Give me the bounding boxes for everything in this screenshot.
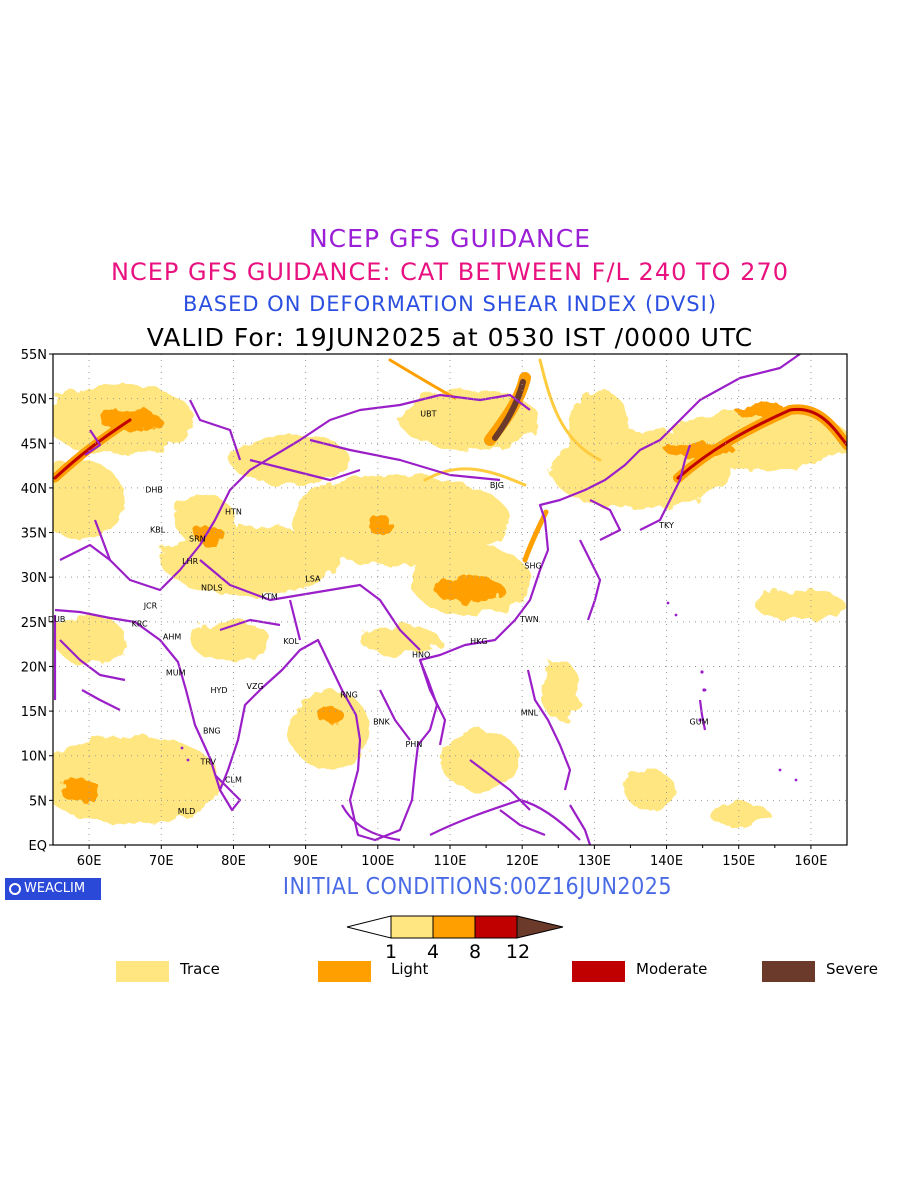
lat-label: 55N xyxy=(21,348,47,363)
lat-label: EQ xyxy=(29,839,47,854)
latitude-labels: 55N 50N 45N 40N 35N 30N 25N 20N 15N 10N 5N EQ xyxy=(21,348,47,854)
city-bnk: BNK xyxy=(373,717,390,726)
colorbar-tick-12: 12 xyxy=(506,941,530,963)
city-dhb: DHB xyxy=(145,485,163,494)
initial-conditions: INITIAL CONDITIONS:00Z16JUN2025 xyxy=(282,874,673,900)
city-tky: TKY xyxy=(658,521,674,530)
city-mnl: MNL xyxy=(521,709,539,718)
lat-label: 30N xyxy=(21,571,47,586)
city-phn: PHN xyxy=(405,740,422,749)
lon-label: 130E xyxy=(578,854,611,869)
lat-label: 45N xyxy=(21,437,47,452)
colorbar-trace-segment xyxy=(390,915,434,939)
axis-ticks xyxy=(49,353,812,849)
lon-label: 140E xyxy=(650,854,683,869)
city-ndls: NDLS xyxy=(201,584,223,593)
city-trv: TRV xyxy=(199,758,216,767)
legend-label-light: Light xyxy=(391,960,429,978)
colorbar-moderate-segment xyxy=(474,915,518,939)
city-kol: KOL xyxy=(283,637,299,646)
city-rng: RNG xyxy=(340,691,358,700)
trace-areas xyxy=(53,385,847,827)
colorbar-low-arrow xyxy=(346,915,392,939)
city-htn: HTN xyxy=(225,508,242,517)
city-krc: KRC xyxy=(132,619,148,628)
lat-label: 25N xyxy=(21,616,47,631)
title-line-3: BASED ON DEFORMATION SHEAR INDEX (DVSI) xyxy=(182,292,718,316)
city-mld: MLD xyxy=(178,807,196,816)
lon-label: 60E xyxy=(77,854,102,869)
city-ubt: UBT xyxy=(420,409,436,418)
legend-label-moderate: Moderate xyxy=(636,960,708,978)
valid-time-title: VALID For: 19JUN2025 at 0530 IST /0000 U… xyxy=(146,323,754,352)
city-bjg: BJG xyxy=(490,481,504,490)
lon-label: 150E xyxy=(722,854,755,869)
legend-label-trace: Trace xyxy=(180,960,220,978)
lat-label: 35N xyxy=(21,527,47,542)
city-hkg: HKG xyxy=(470,637,487,646)
coastlines-and-borders xyxy=(53,354,801,845)
weaclim-label: WEACLIM xyxy=(24,881,86,896)
city-lsa: LSA xyxy=(305,575,321,584)
city-ktm: KTM xyxy=(261,593,278,602)
lon-label: 70E xyxy=(149,854,174,869)
city-vzg: VZG xyxy=(247,682,264,691)
lat-label: 15N xyxy=(21,705,47,720)
lon-label: 120E xyxy=(506,854,539,869)
city-mum: MUM xyxy=(166,668,186,677)
small-islands xyxy=(180,601,798,782)
city-jcr: JCR xyxy=(143,601,158,610)
lon-label: 90E xyxy=(293,854,318,869)
lon-label: 100E xyxy=(361,854,394,869)
lat-label: 20N xyxy=(21,660,47,675)
lat-label: 5N xyxy=(29,794,47,809)
graticule xyxy=(53,354,847,845)
city-lhr: LHR xyxy=(182,557,198,566)
city-clm: CLM xyxy=(225,776,242,785)
legend-swatch-light xyxy=(318,961,371,982)
city-dub: DUB xyxy=(48,615,66,624)
lon-label: 160E xyxy=(794,854,827,869)
city-kbl: KBL xyxy=(150,526,166,535)
title-line-2: NCEP GFS GUIDANCE: CAT BETWEEN F/L 240 T… xyxy=(111,258,789,286)
colorbar-tick-4: 4 xyxy=(427,941,439,963)
legend-swatch-moderate xyxy=(572,961,625,982)
city-ahm: AHM xyxy=(163,633,181,642)
cat-forecast-map: 55N 50N 45N 40N 35N 30N 25N 20N 15N 10N 5N EQ 60E 70… xyxy=(21,348,848,869)
lat-label: 10N xyxy=(21,750,47,765)
city-shg: SHG xyxy=(524,561,541,570)
turbulence-field xyxy=(53,354,847,845)
lon-label: 110E xyxy=(433,854,466,869)
lon-label: 80E xyxy=(221,854,246,869)
city-markers: UBT BJG DHB HTN KBL SRN LHR TKY LSA SHG JCR NDLS KTM… xyxy=(48,409,709,815)
city-twn: TWN xyxy=(519,615,539,624)
colorbar-severe-arrow xyxy=(516,915,564,939)
legend-swatch-severe xyxy=(762,961,815,982)
city-gum: GUM xyxy=(690,717,709,726)
legend-label-severe: Severe xyxy=(826,960,878,978)
lat-label: 40N xyxy=(21,482,47,497)
city-srn: SRN xyxy=(189,534,206,543)
city-bng: BNG xyxy=(203,726,221,735)
city-hyd: HYD xyxy=(210,686,227,695)
lat-label: 50N xyxy=(21,393,47,408)
title-line-1: NCEP GFS GUIDANCE xyxy=(308,224,591,253)
legend-swatch-trace xyxy=(116,961,169,982)
city-hno: HNO xyxy=(412,651,430,660)
colorbar-tick-8: 8 xyxy=(469,941,481,963)
copyright-ring-icon xyxy=(9,882,21,895)
colorbar-light-segment xyxy=(432,915,476,939)
longitude-labels: 60E 70E 80E 90E 100E 110E 120E 130E 140E 150E 160E xyxy=(77,854,828,869)
weaclim-logo: WEACLIM xyxy=(5,878,101,900)
